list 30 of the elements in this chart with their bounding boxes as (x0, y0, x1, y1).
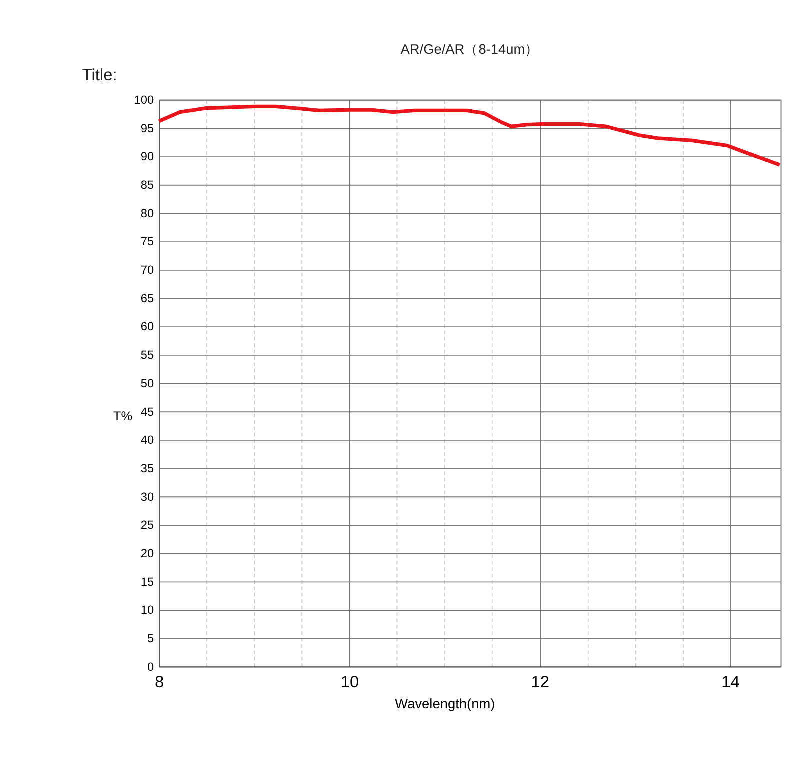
y-tick-label: 20 (140, 546, 154, 560)
x-tick-label: 12 (531, 673, 550, 692)
y-tick-label: 40 (140, 433, 154, 448)
y-tick-label: 25 (140, 518, 154, 532)
y-tick-label: 10 (140, 603, 154, 618)
y-tick-label: 50 (140, 376, 154, 390)
y-tick-label: 85 (140, 178, 154, 192)
y-tick-label: 15 (140, 574, 154, 589)
y-tick-label: 45 (140, 404, 154, 419)
y-tick-label: 60 (140, 320, 154, 334)
x-tick-label: 8 (154, 673, 164, 692)
y-tick-label: 100 (134, 93, 154, 107)
y-tick-label: 65 (140, 291, 154, 306)
chart-title: AR/Ge/AR（8-14um） (400, 42, 540, 58)
y-tick-label: 70 (140, 263, 154, 278)
y-tick-label: 5 (147, 632, 154, 646)
y-tick-label: 75 (140, 234, 154, 249)
y-tick-label: 0 (147, 660, 154, 674)
x-axis-title: Wavelength(nm) (395, 696, 496, 712)
y-tick-label: 35 (140, 461, 154, 476)
y-tick-label: 95 (140, 121, 154, 136)
x-tick-label: 10 (340, 673, 360, 692)
y-tick-label: 80 (140, 206, 154, 220)
y-axis-title: T% (113, 408, 133, 424)
y-tick-label: 55 (140, 348, 154, 362)
y-tick-label: 90 (140, 150, 154, 164)
text: Title: (82, 66, 118, 85)
x-tick-label: 14 (722, 673, 740, 692)
line-series (157, 104, 782, 167)
y-tick-label: 30 (140, 490, 154, 504)
